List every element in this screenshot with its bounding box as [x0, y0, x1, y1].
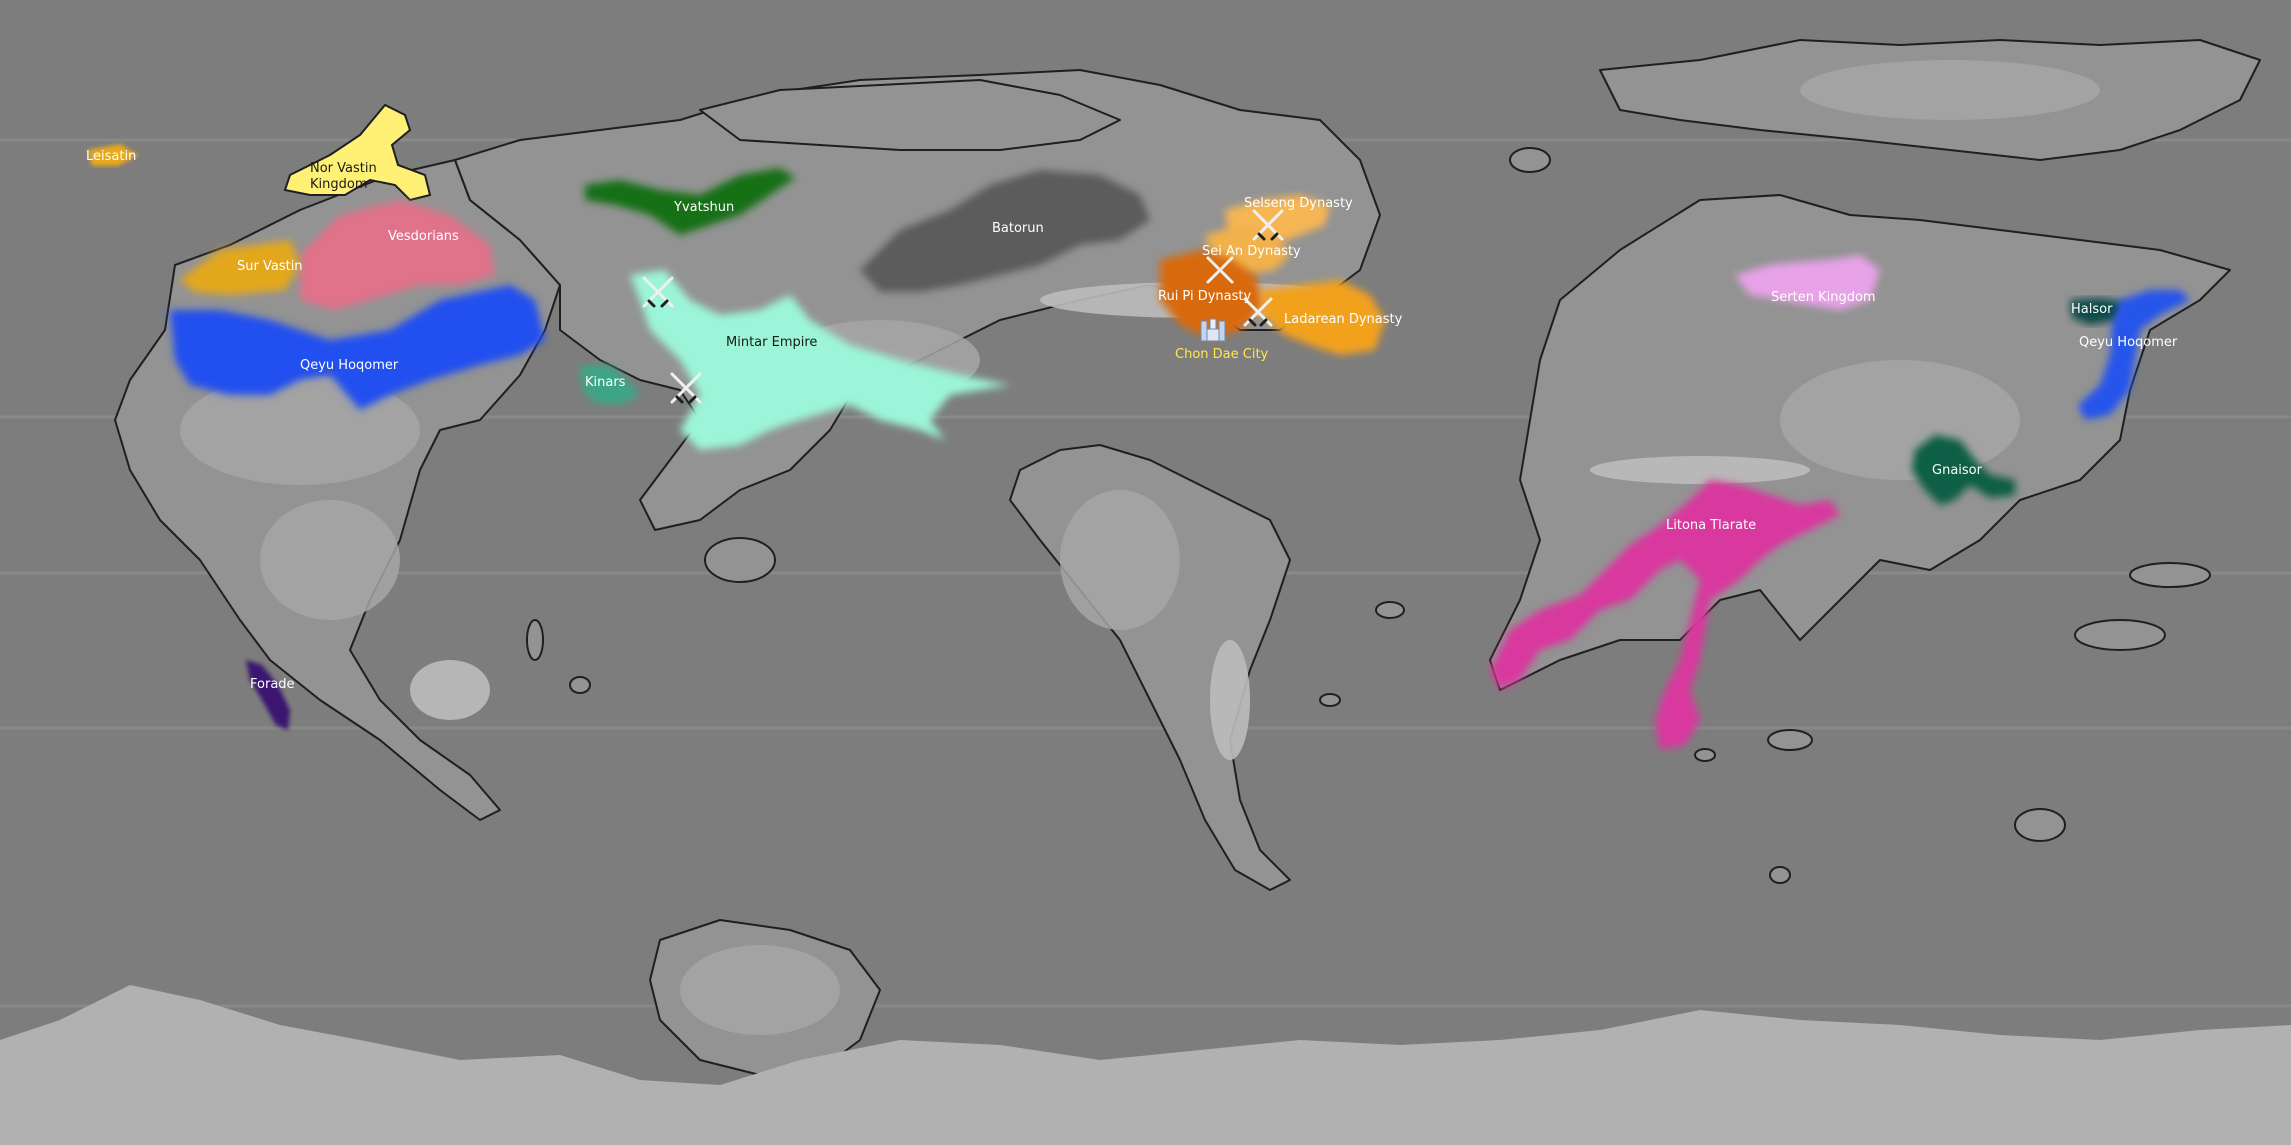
- regions: [88, 103, 2190, 750]
- region-qeyu-hoqomer-west: [170, 285, 545, 410]
- region-batorun: [860, 170, 1150, 292]
- region-yvatshun: [585, 168, 795, 235]
- region-qeyu-hoqomer-east: [2078, 290, 2190, 420]
- label-selseng-dynasty: Selseng Dynasty: [1244, 196, 1353, 211]
- label-forade: Forade: [250, 677, 295, 692]
- region-sur-vastin: [180, 240, 300, 295]
- crossed-swords-icon: [642, 276, 674, 308]
- crossed-swords-icon: [1243, 297, 1273, 327]
- crossed-swords-icon: [1206, 256, 1234, 284]
- region-serten-kingdom: [1735, 255, 1880, 310]
- label-litona-tlarate: Litona Tlarate: [1666, 518, 1756, 533]
- label-sur-vastin: Sur Vastin: [237, 259, 303, 274]
- region-leisatin: [88, 144, 138, 166]
- region-litona-tlarate: [1490, 480, 1840, 750]
- north-island: [699, 79, 1121, 151]
- battle-markers: [642, 209, 1284, 404]
- label-nor-vastin: Nor Vastin: [310, 161, 377, 176]
- region-kinars: [580, 365, 640, 405]
- label-qeyu-hoqomer-west: Qeyu Hoqomer: [300, 358, 399, 373]
- label-leisatin: Leisatin: [86, 149, 136, 164]
- label-gnaisor: Gnaisor: [1932, 463, 1983, 478]
- crossed-swords-icon: [670, 372, 702, 404]
- region-forade: [246, 660, 290, 730]
- region-vesdorians: [300, 200, 495, 310]
- region-ladarean-dynasty: [1260, 280, 1385, 355]
- label-kinars: Kinars: [585, 375, 626, 390]
- region-nor-vastin-kingdom: [283, 103, 432, 202]
- southern-ice: [0, 985, 2291, 1145]
- label-ladarean-dynasty: Ladarean Dynasty: [1284, 312, 1403, 327]
- label-qeyu-hoqomer-east: Qeyu Hoqomer: [2079, 335, 2178, 350]
- label-nor-vastin-kingdom: Kingdom: [310, 177, 368, 192]
- region-labels: Leisatin Nor Vastin Kingdom Vesdorians S…: [86, 149, 2178, 692]
- region-halsor: [2070, 298, 2125, 325]
- region-mintar-empire: [630, 270, 1010, 450]
- castle-icon: [1200, 318, 1226, 342]
- label-vesdorians: Vesdorians: [388, 229, 459, 244]
- region-rui-pi-dynasty: [1160, 250, 1265, 340]
- region-gnaisor: [1912, 435, 2015, 505]
- north-arc-continent: [454, 69, 1381, 531]
- label-batorun: Batorun: [992, 221, 1044, 236]
- label-rui-pi-dynasty: Rui Pi Dynasty: [1158, 289, 1252, 304]
- label-yvatshun: Yvatshun: [673, 200, 734, 215]
- label-mintar-empire: Mintar Empire: [726, 335, 817, 350]
- crossed-swords-icon: [1252, 209, 1284, 241]
- label-chon-dae-city: Chon Dae City: [1175, 347, 1269, 362]
- label-serten-kingdom: Serten Kingdom: [1771, 290, 1876, 305]
- label-sei-an-dynasty: Sei An Dynasty: [1202, 244, 1301, 259]
- islands: [526, 147, 2211, 884]
- label-halsor: Halsor: [2071, 302, 2113, 317]
